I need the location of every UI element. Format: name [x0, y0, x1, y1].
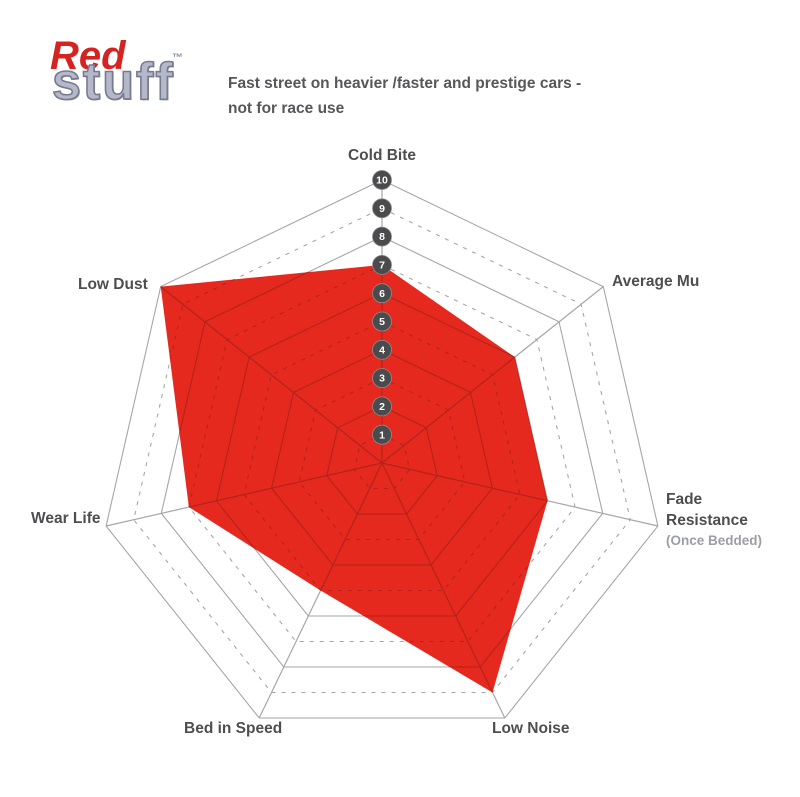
scale-badge [372, 424, 392, 445]
scale-tick-label: 3 [379, 373, 385, 385]
axis-label-bed-in-speed: Bed in Speed [184, 720, 283, 737]
scale-badge [372, 368, 392, 389]
scale-badge [372, 170, 392, 190]
inner-axis-line [381, 462, 506, 693]
scale-tick-label: 1 [379, 429, 385, 441]
radar-value-polygon [160, 264, 548, 693]
inner-axis-line [381, 462, 548, 527]
inner-grid-ring [353, 434, 411, 490]
chart-description-line1: Fast street on heavier /faster and prest… [228, 75, 582, 92]
chart-description-line2: not for race use [228, 99, 345, 117]
inner-grid-ring [271, 349, 493, 566]
scale-badge [372, 198, 392, 219]
scale-tick-label: 6 [379, 288, 385, 300]
scale-badge [372, 396, 392, 417]
scale-badge [372, 254, 392, 275]
scale-tick-label: 8 [379, 231, 385, 243]
redstuff-logo: Red stuff ™ [50, 34, 220, 111]
axis-label-average-mu: Average Mu [612, 273, 700, 290]
scale-badge [372, 283, 392, 304]
logo-word-stuff: stuff [51, 53, 175, 111]
scale-tick-label: 2 [379, 401, 385, 413]
axis-label-fade-resistance-sub: (Once Bedded) [666, 532, 763, 548]
inner-axis-line [160, 286, 383, 464]
scale-badge [372, 226, 392, 247]
inner-axis-line [381, 286, 548, 464]
chart-description: Fast street on heavier /faster and prest… [228, 72, 581, 122]
scale-tick-label: 9 [379, 203, 385, 215]
grid-ring [133, 207, 631, 694]
trademark-symbol: ™ [172, 52, 183, 64]
inner-grid-ring [243, 320, 521, 592]
logo-word-red: Red [50, 34, 126, 78]
axis-label-low-dust: Low Dust [78, 276, 148, 293]
scale-tick-label: 10 [376, 175, 388, 187]
axis-label-fade-resistance-main: Fade Resistance [666, 491, 748, 529]
scale-badge [372, 339, 392, 360]
grid-ring [105, 179, 659, 719]
scale-tick-label: 7 [379, 260, 385, 272]
inner-axis-line [160, 462, 383, 527]
scale-tick-label: 5 [379, 316, 385, 328]
axis-label-low-noise: Low Noise [492, 720, 570, 737]
inner-grid-ring [326, 405, 438, 515]
axis-label-wear-life: Wear Life [31, 510, 101, 527]
axis-label-cold-bite: Cold Bite [347, 147, 417, 164]
scale-tick-label: 4 [379, 344, 385, 356]
scale-badge [372, 311, 392, 332]
axis-label-fade-resistance: Fade Resistance (Once Bedded) [666, 490, 766, 550]
